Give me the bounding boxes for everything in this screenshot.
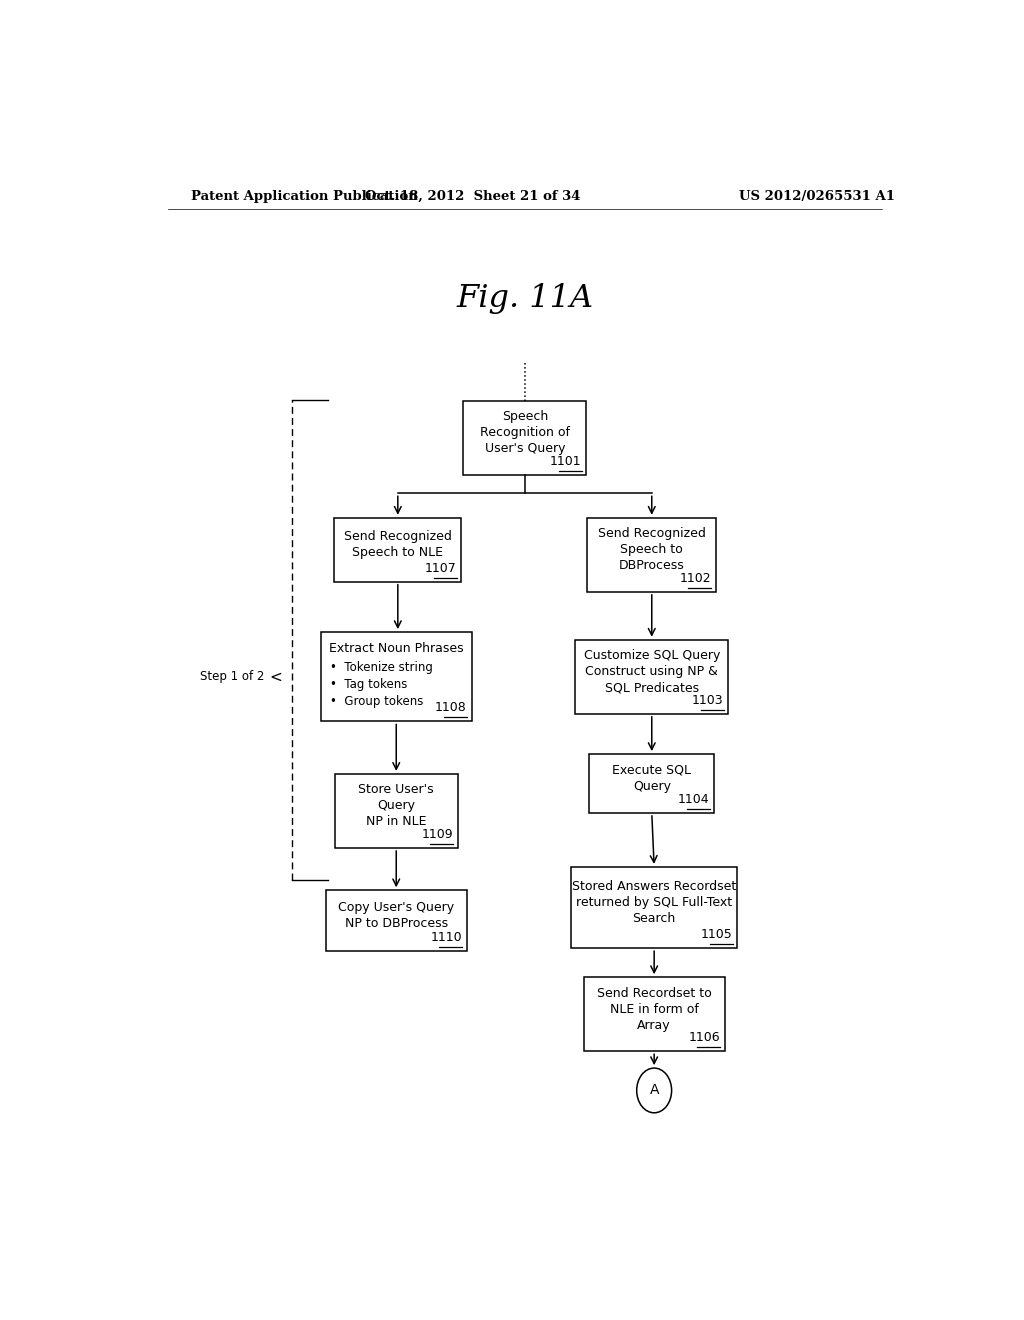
Text: Oct. 18, 2012  Sheet 21 of 34: Oct. 18, 2012 Sheet 21 of 34 xyxy=(366,190,581,202)
Text: Step 1 of 2: Step 1 of 2 xyxy=(200,671,264,684)
Bar xyxy=(575,640,728,714)
Text: •  Tag tokens: • Tag tokens xyxy=(331,677,408,690)
Text: 1109: 1109 xyxy=(421,828,453,841)
Bar xyxy=(321,632,472,722)
Bar xyxy=(334,517,461,582)
Bar xyxy=(588,517,716,591)
Text: 1104: 1104 xyxy=(678,793,710,805)
Text: Send Recognized
Speech to NLE: Send Recognized Speech to NLE xyxy=(344,531,452,560)
Text: Stored Answers Recordset
returned by SQL Full-Text
Search: Stored Answers Recordset returned by SQL… xyxy=(572,880,736,925)
Bar xyxy=(584,977,725,1051)
Text: Extract Noun Phrases: Extract Noun Phrases xyxy=(329,643,464,655)
Text: 1107: 1107 xyxy=(425,561,457,574)
Text: 1105: 1105 xyxy=(701,928,733,941)
Text: 1108: 1108 xyxy=(435,701,467,714)
Text: Speech
Recognition of
User's Query: Speech Recognition of User's Query xyxy=(480,411,569,455)
Text: Send Recognized
Speech to
DBProcess: Send Recognized Speech to DBProcess xyxy=(598,527,706,572)
Text: Patent Application Publication: Patent Application Publication xyxy=(191,190,418,202)
Bar xyxy=(463,401,587,475)
Text: <: < xyxy=(269,669,282,684)
Text: •  Group tokens: • Group tokens xyxy=(331,696,424,708)
Text: Send Recordset to
NLE in form of
Array: Send Recordset to NLE in form of Array xyxy=(597,986,712,1032)
Text: •  Tokenize string: • Tokenize string xyxy=(331,660,433,673)
Text: 1101: 1101 xyxy=(550,455,582,467)
Text: 1110: 1110 xyxy=(430,931,462,944)
Text: Store User's
Query
NP in NLE: Store User's Query NP in NLE xyxy=(358,783,434,829)
Bar xyxy=(326,890,467,952)
Text: 1106: 1106 xyxy=(688,1031,720,1044)
Text: Execute SQL
Query: Execute SQL Query xyxy=(612,764,691,793)
Text: Copy User's Query
NP to DBProcess: Copy User's Query NP to DBProcess xyxy=(338,902,455,931)
Bar xyxy=(589,754,715,813)
Text: A: A xyxy=(649,1084,658,1097)
Text: Customize SQL Query
Construct using NP &
SQL Predicates: Customize SQL Query Construct using NP &… xyxy=(584,649,720,694)
Text: 1102: 1102 xyxy=(680,572,712,585)
Text: US 2012/0265531 A1: US 2012/0265531 A1 xyxy=(739,190,895,202)
Text: Fig. 11A: Fig. 11A xyxy=(457,284,593,314)
Bar xyxy=(570,867,737,948)
Text: 1103: 1103 xyxy=(692,694,724,706)
Bar xyxy=(335,774,458,847)
